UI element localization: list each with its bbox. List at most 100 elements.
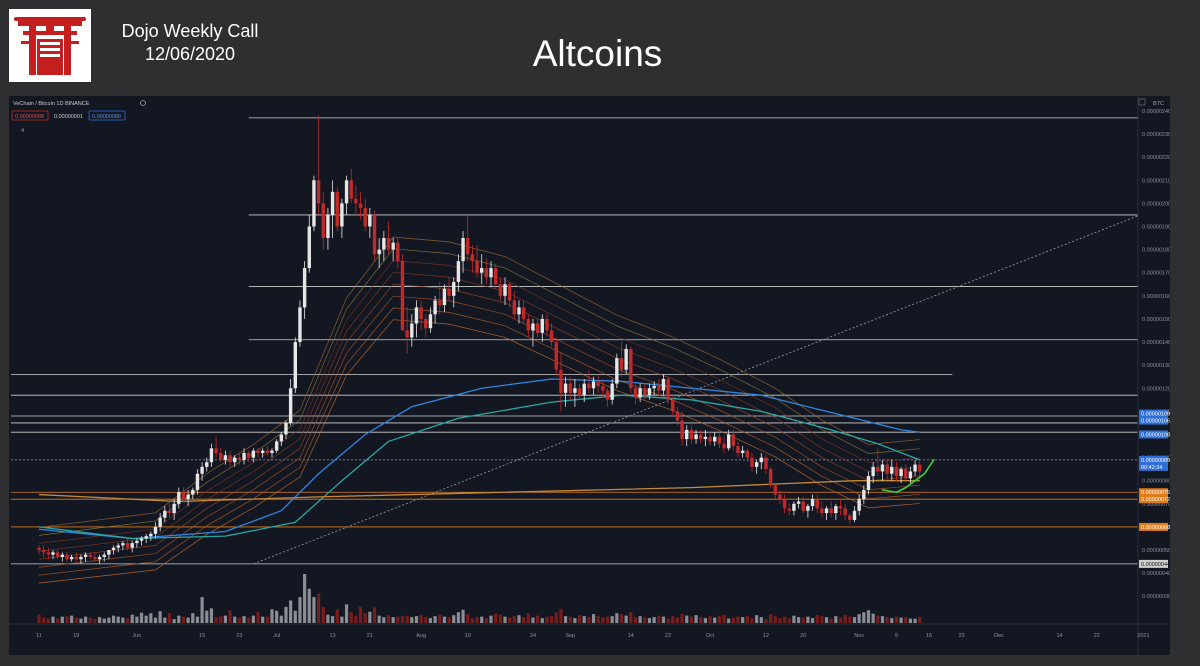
candle-body[interactable] (745, 450, 750, 458)
candle-body[interactable] (740, 450, 745, 453)
indicator-count[interactable]: 4 (21, 128, 24, 134)
candle-body[interactable] (102, 554, 106, 557)
candle-body[interactable] (256, 450, 260, 453)
candle-body[interactable] (228, 455, 232, 463)
candle-body[interactable] (596, 381, 600, 386)
candle-body[interactable] (726, 434, 731, 449)
candle-body[interactable] (731, 434, 736, 447)
eye-icon[interactable] (140, 100, 146, 106)
candle-body[interactable] (265, 450, 270, 453)
candle-body[interactable] (554, 342, 558, 370)
candle-body[interactable] (125, 543, 130, 548)
candle-body[interactable] (144, 536, 148, 539)
candle-body[interactable] (279, 434, 284, 442)
candle-body[interactable] (274, 441, 279, 451)
candle-body[interactable] (121, 543, 125, 546)
candle-body[interactable] (83, 554, 88, 557)
candle-body[interactable] (918, 464, 922, 472)
candle-body[interactable] (643, 388, 647, 396)
candle-body[interactable] (223, 455, 228, 460)
candle-body[interactable] (624, 348, 628, 370)
candle-body[interactable] (302, 268, 307, 308)
candle-body[interactable] (806, 506, 810, 511)
candle-body[interactable] (582, 383, 586, 396)
candle-body[interactable] (521, 307, 526, 319)
candle-body[interactable] (615, 358, 619, 384)
candle-body[interactable] (568, 383, 572, 393)
candle-body[interactable] (768, 469, 773, 486)
candle-body[interactable] (405, 330, 409, 338)
candle-body[interactable] (172, 503, 176, 514)
candle-body[interactable] (358, 203, 363, 208)
candle-body[interactable] (107, 550, 111, 555)
candle-body[interactable] (666, 379, 670, 400)
candle-body[interactable] (354, 198, 358, 204)
candle-body[interactable] (838, 506, 843, 509)
candle-body[interactable] (55, 552, 60, 557)
candle-body[interactable] (792, 503, 796, 511)
candle-body[interactable] (447, 288, 451, 296)
candle-body[interactable] (111, 547, 116, 551)
candle-body[interactable] (200, 466, 204, 474)
candle-body[interactable] (205, 462, 209, 467)
candle-body[interactable] (484, 268, 489, 278)
candle-body[interactable] (535, 323, 540, 333)
candle-body[interactable] (685, 429, 689, 440)
candle-body[interactable] (885, 464, 889, 474)
candle-body[interactable] (540, 318, 544, 333)
candle-body[interactable] (330, 191, 335, 215)
candle-body[interactable] (848, 515, 852, 520)
candle-body[interactable] (913, 464, 917, 472)
candle-body[interactable] (219, 452, 223, 460)
chart-canvas[interactable]: 0.00000030 0.00000040 0.00000050 0.00000060… (9, 96, 1170, 655)
candle-body[interactable] (186, 494, 190, 500)
candle-body[interactable] (750, 457, 754, 467)
candle-body[interactable] (507, 284, 512, 301)
candle-body[interactable] (149, 533, 153, 537)
candle-body[interactable] (470, 254, 475, 262)
candle-body[interactable] (689, 429, 694, 440)
candle-body[interactable] (65, 554, 69, 560)
candle-body[interactable] (312, 180, 316, 227)
candle-body[interactable] (871, 466, 875, 477)
candle-body[interactable] (773, 485, 777, 495)
candle-body[interactable] (680, 420, 684, 440)
candle-body[interactable] (876, 466, 880, 472)
candle-body[interactable] (587, 383, 591, 389)
candle-body[interactable] (377, 249, 381, 255)
candle-body[interactable] (247, 452, 251, 458)
candle-body[interactable] (880, 464, 885, 472)
candle-body[interactable] (51, 552, 55, 555)
candle-body[interactable] (452, 281, 456, 296)
candle-body[interactable] (386, 238, 391, 250)
candle-body[interactable] (251, 450, 256, 458)
candle-body[interactable] (890, 466, 894, 474)
candle-body[interactable] (414, 307, 419, 324)
settings-icon[interactable] (1138, 98, 1146, 106)
candle-body[interactable] (824, 508, 829, 514)
candle-body[interactable] (46, 552, 51, 555)
candle-body[interactable] (591, 381, 596, 389)
candle-body[interactable] (60, 554, 64, 557)
candle-body[interactable] (694, 434, 698, 440)
candle-body[interactable] (754, 462, 759, 467)
candle-body[interactable] (456, 261, 461, 282)
candle-body[interactable] (563, 383, 568, 393)
candle-body[interactable] (344, 180, 349, 204)
candle-body[interactable] (810, 499, 815, 507)
candle-body[interactable] (97, 556, 102, 560)
candle-body[interactable] (652, 385, 656, 389)
candle-body[interactable] (69, 556, 74, 560)
candle-body[interactable] (293, 342, 297, 389)
candle-body[interactable] (489, 268, 493, 278)
candle-body[interactable] (372, 214, 377, 255)
candle-body[interactable] (442, 288, 447, 306)
candle-body[interactable] (37, 547, 41, 551)
candle-body[interactable] (605, 390, 610, 400)
candle-body[interactable] (307, 226, 311, 269)
candle-body[interactable] (820, 508, 824, 514)
candle-body[interactable] (237, 457, 242, 460)
candle-body[interactable] (503, 284, 507, 296)
candle-body[interactable] (703, 436, 708, 440)
candle-body[interactable] (722, 443, 726, 449)
